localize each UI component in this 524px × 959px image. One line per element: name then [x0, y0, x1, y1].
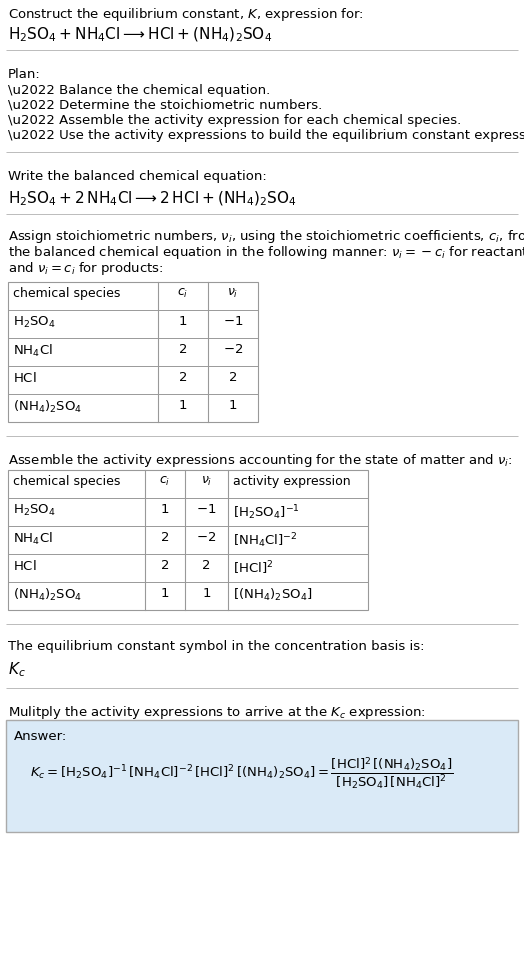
Text: $K_c$: $K_c$ [8, 660, 26, 679]
Text: $\mathrm{NH_4Cl}$: $\mathrm{NH_4Cl}$ [13, 343, 53, 359]
Text: $\mathrm{HCl}$: $\mathrm{HCl}$ [13, 371, 37, 385]
Text: $[(\mathrm{NH_4})_2\mathrm{SO_4}]$: $[(\mathrm{NH_4})_2\mathrm{SO_4}]$ [233, 587, 312, 603]
Text: Assemble the activity expressions accounting for the state of matter and $\nu_i$: Assemble the activity expressions accoun… [8, 452, 512, 469]
Text: $[\mathrm{H_2SO_4}]^{-1}$: $[\mathrm{H_2SO_4}]^{-1}$ [233, 503, 300, 522]
Text: $-2$: $-2$ [223, 343, 243, 356]
Text: $-1$: $-1$ [223, 315, 243, 328]
Text: Plan:: Plan: [8, 68, 41, 81]
Text: Assign stoichiometric numbers, $\nu_i$, using the stoichiometric coefficients, $: Assign stoichiometric numbers, $\nu_i$, … [8, 228, 524, 245]
Text: $\nu_i$: $\nu_i$ [227, 287, 239, 300]
Text: 2: 2 [161, 559, 169, 572]
Text: The equilibrium constant symbol in the concentration basis is:: The equilibrium constant symbol in the c… [8, 640, 424, 653]
Text: $-2$: $-2$ [196, 531, 216, 544]
Text: $\mathrm{H_2SO_4}$: $\mathrm{H_2SO_4}$ [13, 315, 56, 330]
Text: $\mathrm{HCl}$: $\mathrm{HCl}$ [13, 559, 37, 573]
Text: $-1$: $-1$ [196, 503, 217, 516]
Text: 2: 2 [179, 371, 187, 384]
Text: chemical species: chemical species [13, 475, 121, 488]
Text: \u2022 Balance the chemical equation.: \u2022 Balance the chemical equation. [8, 84, 270, 97]
Text: $c_i$: $c_i$ [159, 475, 171, 488]
Text: 1: 1 [161, 587, 169, 600]
Text: $[\mathrm{HCl}]^{2}$: $[\mathrm{HCl}]^{2}$ [233, 559, 273, 576]
Text: 2: 2 [161, 531, 169, 544]
Text: $\mathrm{NH_4Cl}$: $\mathrm{NH_4Cl}$ [13, 531, 53, 547]
Text: Answer:: Answer: [14, 730, 67, 743]
Text: 2: 2 [179, 343, 187, 356]
Text: \u2022 Use the activity expressions to build the equilibrium constant expression: \u2022 Use the activity expressions to b… [8, 129, 524, 142]
Bar [8, 282, 258, 422]
Text: Construct the equilibrium constant, $K$, expression for:: Construct the equilibrium constant, $K$,… [8, 6, 364, 23]
Text: the balanced chemical equation in the following manner: $\nu_i = -c_i$ for react: the balanced chemical equation in the fo… [8, 244, 524, 261]
Text: $\mathrm{H_2SO_4}$: $\mathrm{H_2SO_4}$ [13, 503, 56, 518]
Text: \u2022 Assemble the activity expression for each chemical species.: \u2022 Assemble the activity expression … [8, 114, 461, 127]
Text: $\mathrm{(NH_4)_2SO_4}$: $\mathrm{(NH_4)_2SO_4}$ [13, 399, 82, 415]
Text: \u2022 Determine the stoichiometric numbers.: \u2022 Determine the stoichiometric numb… [8, 99, 322, 112]
Text: $K_c = [\mathrm{H_2SO_4}]^{-1}\,[\mathrm{NH_4Cl}]^{-2}\,[\mathrm{HCl}]^{2}\,[(\m: $K_c = [\mathrm{H_2SO_4}]^{-1}\,[\mathrm… [30, 756, 453, 792]
Text: $c_i$: $c_i$ [177, 287, 189, 300]
Text: $\nu_i$: $\nu_i$ [201, 475, 212, 488]
Text: Write the balanced chemical equation:: Write the balanced chemical equation: [8, 170, 267, 183]
Bar [8, 470, 368, 610]
Text: 2: 2 [229, 371, 237, 384]
FancyBboxPatch shape [6, 720, 518, 832]
Text: $[\mathrm{NH_4Cl}]^{-2}$: $[\mathrm{NH_4Cl}]^{-2}$ [233, 531, 297, 550]
Text: 1: 1 [229, 399, 237, 412]
Text: activity expression: activity expression [233, 475, 351, 488]
Text: chemical species: chemical species [13, 287, 121, 300]
Text: 1: 1 [161, 503, 169, 516]
Text: $\mathrm{H_2SO_4 + NH_4Cl} \longrightarrow \mathrm{HCl + (NH_4)_2SO_4}$: $\mathrm{H_2SO_4 + NH_4Cl} \longrightarr… [8, 26, 272, 44]
Text: and $\nu_i = c_i$ for products:: and $\nu_i = c_i$ for products: [8, 260, 163, 277]
Text: 1: 1 [202, 587, 211, 600]
Text: Mulitply the activity expressions to arrive at the $K_c$ expression:: Mulitply the activity expressions to arr… [8, 704, 426, 721]
Text: 1: 1 [179, 399, 187, 412]
Text: $\mathrm{H_2SO_4 + 2\,NH_4Cl} \longrightarrow \mathrm{2\,HCl + (NH_4)_2SO_4}$: $\mathrm{H_2SO_4 + 2\,NH_4Cl} \longright… [8, 190, 297, 208]
Text: 2: 2 [202, 559, 211, 572]
Text: 1: 1 [179, 315, 187, 328]
Text: $\mathrm{(NH_4)_2SO_4}$: $\mathrm{(NH_4)_2SO_4}$ [13, 587, 82, 603]
